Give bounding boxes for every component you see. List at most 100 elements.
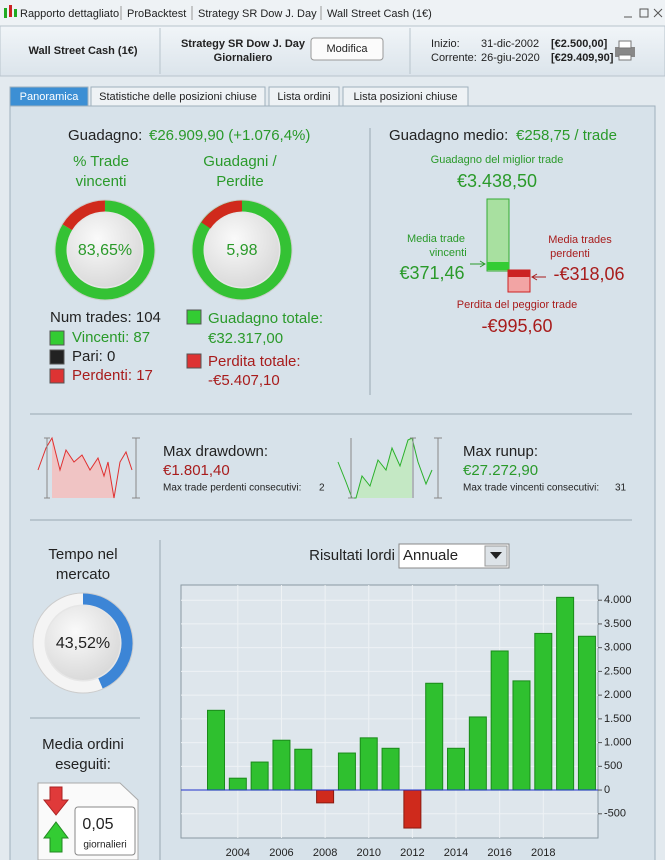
app-icon	[4, 5, 17, 18]
ring-inner	[68, 213, 142, 287]
current-value: [€29.409,90]	[551, 52, 614, 64]
printer-icon[interactable]	[615, 40, 635, 61]
orders-value: 0,05	[82, 816, 113, 833]
orders-title: eseguiti:	[55, 756, 111, 773]
max-winning: 31	[615, 483, 627, 494]
current-date: 26-giu-2020	[481, 52, 540, 64]
bar	[337, 752, 356, 791]
total-loss: -€5.407,10	[208, 372, 280, 389]
bar	[403, 789, 422, 829]
edit-button[interactable]	[310, 37, 384, 61]
tab-label: Statistiche delle posizioni chiuse	[99, 91, 257, 103]
ring-inner	[46, 606, 120, 680]
pl-value: 5,98	[226, 242, 257, 259]
ring-rest	[33, 593, 103, 693]
pl-title: Guadagni /	[203, 153, 277, 170]
start-label: Inizio:	[431, 38, 460, 50]
max-losing-label: Max trade perdenti consecutivi:	[163, 483, 301, 494]
y-tick-label: 1.500	[604, 713, 632, 725]
max-losing: 2	[319, 483, 325, 494]
worst-trade: -€995,60	[481, 316, 552, 336]
y-tick-label: 3.000	[604, 642, 632, 654]
bar	[228, 777, 247, 791]
bar	[425, 682, 444, 791]
bar	[250, 761, 269, 791]
market-time-value: 43,52%	[56, 635, 110, 652]
best-trade: €3.438,50	[457, 171, 537, 191]
max-winning-label: Max trade vincenti consecutivi:	[463, 483, 599, 494]
ring-red	[201, 200, 243, 229]
bar	[207, 709, 225, 791]
total-gain-label: Guadagno totale:	[208, 310, 323, 327]
orders-title: Media ordini	[42, 736, 124, 753]
avg-loss-label: perdenti	[550, 248, 590, 260]
period-value: Annuale	[403, 547, 458, 564]
bar	[556, 596, 575, 791]
start-date: 31-dic-2002	[481, 38, 539, 50]
tab[interactable]	[9, 86, 89, 107]
up-arrow	[43, 821, 69, 853]
window-buttons[interactable]	[624, 8, 663, 18]
legend-square	[186, 309, 202, 325]
bar	[316, 789, 335, 804]
loss-band	[508, 270, 530, 277]
runup-label: Max runup:	[463, 443, 538, 460]
panel-separators	[30, 128, 632, 860]
winners: Vincenti: 87	[72, 329, 150, 346]
total-gain: €32.317,00	[208, 330, 283, 347]
x-tick-label: 2006	[269, 847, 293, 859]
title-tab: ProBacktest	[127, 8, 186, 20]
runup: €27.272,90	[463, 462, 538, 479]
strategy: Strategy SR Dow J. Day	[181, 38, 306, 50]
gain-value: €26.909,90 (+1.076,4%)	[149, 127, 310, 144]
separators	[120, 6, 322, 20]
x-tick-label: 2010	[356, 847, 380, 859]
current-label: Corrente:	[431, 52, 477, 64]
legend-square	[49, 349, 65, 365]
title-tab: Wall Street Cash (1€)	[327, 8, 432, 20]
title-tab: Rapporto dettagliato	[20, 8, 119, 20]
tab[interactable]	[90, 86, 266, 107]
market-time-title: Tempo nel	[48, 546, 117, 563]
num-trades: Num trades: 104	[50, 309, 161, 326]
win-band	[487, 262, 509, 270]
bar	[490, 650, 509, 791]
y-tick-label: 0	[604, 784, 610, 796]
x-tick-label: 2008	[313, 847, 337, 859]
edit-button-label: Modifica	[327, 43, 369, 55]
avg-loss: -€318,06	[553, 264, 624, 284]
win-rate-title: % Trade	[73, 153, 129, 170]
legend-square	[49, 368, 65, 384]
bar	[359, 737, 378, 791]
tab-label: Panoramica	[20, 91, 80, 103]
bar	[468, 716, 487, 791]
bar	[381, 747, 400, 791]
y-tick-label: 3.500	[604, 618, 632, 630]
x-tick-label: 2016	[487, 847, 511, 859]
y-tick-label: 1.000	[604, 736, 632, 748]
win-box	[486, 198, 510, 272]
header-separators	[159, 28, 411, 74]
avg-gain-label: Guadagno medio:	[389, 127, 508, 144]
avg-win-label: Media trade	[407, 233, 465, 245]
results-label: Risultati lordi	[309, 547, 395, 564]
y-tick-label: 2.500	[604, 665, 632, 677]
x-tick-label: 2014	[444, 847, 468, 859]
best-trade-label: Guadagno del miglior trade	[431, 154, 564, 166]
bar	[577, 635, 596, 791]
worst-trade-label: Perdita del peggior trade	[457, 299, 577, 311]
bar	[534, 632, 553, 791]
bar	[294, 748, 313, 791]
bar	[447, 747, 466, 791]
drawdown: €1.801,40	[163, 462, 230, 479]
tab[interactable]	[342, 86, 469, 107]
tab[interactable]	[268, 86, 340, 107]
ring-inner	[205, 213, 279, 287]
avg-win: €371,46	[399, 263, 464, 283]
win-rate-value: 83,65%	[78, 242, 132, 259]
tab-label: Lista ordini	[277, 91, 330, 103]
ring-arc	[55, 200, 155, 300]
x-tick-label: 2018	[531, 847, 555, 859]
losers: Perdenti: 17	[72, 367, 153, 384]
